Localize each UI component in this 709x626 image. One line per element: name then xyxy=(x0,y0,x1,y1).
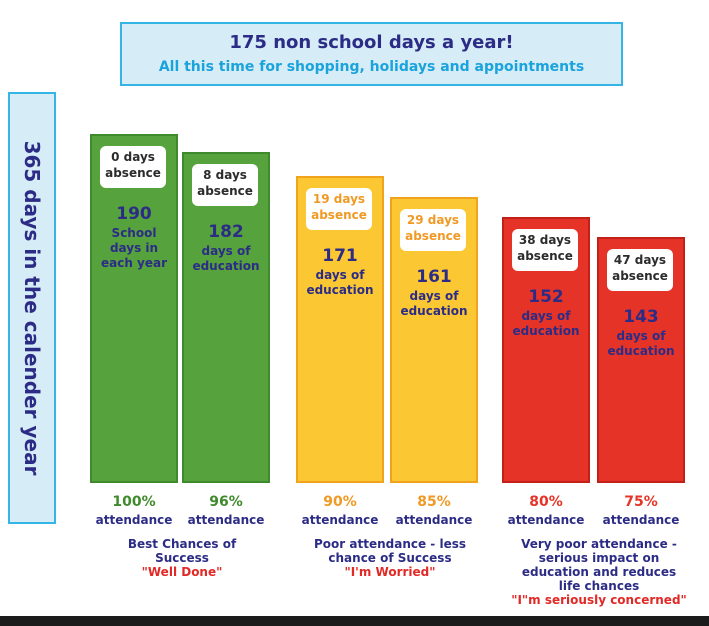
caption-line: life chances xyxy=(558,579,640,593)
caption-line: serious impact on xyxy=(538,551,660,565)
y-axis-label-box: 365 days in the calender year xyxy=(8,92,56,524)
absence-days: 29 days xyxy=(406,213,460,228)
bar xyxy=(90,134,178,483)
bar-description: School days in each year xyxy=(90,226,178,271)
attendance-percent: 90% xyxy=(323,494,357,510)
description-line: days of xyxy=(409,289,459,304)
attendance-label: attendance xyxy=(95,513,173,527)
attendance-percent: 80% xyxy=(529,494,563,510)
description-line: education xyxy=(306,282,374,297)
description-line: education xyxy=(607,343,675,358)
caption-line: Very poor attendance - xyxy=(521,537,677,551)
attendance-percent: 75% xyxy=(624,494,658,510)
bar-value: 152 xyxy=(528,287,564,308)
attendance-label: attendance xyxy=(187,513,265,527)
absence-label: absence xyxy=(197,183,253,198)
caption-line: chance of Success xyxy=(328,551,452,565)
chart-title: 175 non school days a year! xyxy=(229,32,514,53)
attendance-label: attendance xyxy=(507,513,585,527)
description-line: School xyxy=(111,226,157,241)
chart-subtitle: All this time for shopping, holidays and… xyxy=(158,59,585,75)
bar-value: 182 xyxy=(208,221,244,242)
attendance-percent: 85% xyxy=(417,494,451,510)
absence-days: 19 days xyxy=(312,191,366,206)
description-line: education xyxy=(512,324,580,339)
caption-quote: "I'm Worried" xyxy=(344,565,436,579)
absence-label: absence xyxy=(405,229,461,244)
absence-days: 38 days xyxy=(518,233,572,248)
bar xyxy=(182,151,270,483)
bar-value: 171 xyxy=(322,245,358,266)
bar-value: 143 xyxy=(623,306,659,327)
bar-description: days of education xyxy=(390,289,478,319)
bar-description: days of education xyxy=(182,244,270,274)
description-line: education xyxy=(192,258,260,273)
absence-label: absence xyxy=(311,207,367,222)
caption-line: Best Chances of xyxy=(127,537,237,551)
description-line: days of xyxy=(521,309,571,324)
caption-quote: "I"m seriously concerned" xyxy=(511,593,687,607)
description-line: each year xyxy=(100,256,168,271)
bar-description: days of education xyxy=(597,329,685,359)
caption-line: Poor attendance - less xyxy=(314,537,466,551)
y-axis-label: 365 days in the calender year xyxy=(20,140,44,476)
absence-days: 8 days xyxy=(203,167,247,182)
description-line: days in xyxy=(109,241,159,256)
absence-label: absence xyxy=(105,166,161,181)
absence-box: 19 days absence xyxy=(306,187,372,230)
description-line: days of xyxy=(315,267,365,282)
absence-box: 0 days absence xyxy=(100,146,166,189)
absence-box: 29 days absence xyxy=(400,209,466,252)
title-banner: 175 non school days a year! All this tim… xyxy=(120,22,623,86)
attendance-label: attendance xyxy=(301,513,379,527)
group-caption: Very poor attendance - serious impact on e… xyxy=(498,537,700,607)
caption-line: education and reduces xyxy=(521,565,677,579)
absence-days: 0 days xyxy=(111,150,155,165)
absence-box: 47 days absence xyxy=(607,248,673,291)
bar-description: days of education xyxy=(502,309,590,339)
description-line: education xyxy=(400,304,468,319)
absence-days: 47 days xyxy=(613,252,667,267)
bar-description: days of education xyxy=(296,268,384,298)
attendance-label: attendance xyxy=(602,513,680,527)
absence-label: absence xyxy=(612,268,668,283)
bar-value: 161 xyxy=(416,267,452,288)
description-line: days of xyxy=(616,328,666,343)
description-line: days of xyxy=(201,243,251,258)
attendance-label: attendance xyxy=(395,513,473,527)
bar-value: 190 xyxy=(116,204,152,225)
absence-label: absence xyxy=(517,249,573,264)
absence-box: 38 days absence xyxy=(512,229,578,272)
bottom-border xyxy=(0,616,709,626)
absence-box: 8 days absence xyxy=(192,163,258,206)
caption-line: Success xyxy=(155,551,209,565)
attendance-percent: 100% xyxy=(112,494,156,510)
group-caption: Best Chances of Success "Well Done" xyxy=(96,537,268,579)
caption-quote: "Well Done" xyxy=(141,565,223,579)
attendance-percent: 96% xyxy=(209,494,243,510)
group-caption: Poor attendance - less chance of Success "… xyxy=(290,537,490,579)
